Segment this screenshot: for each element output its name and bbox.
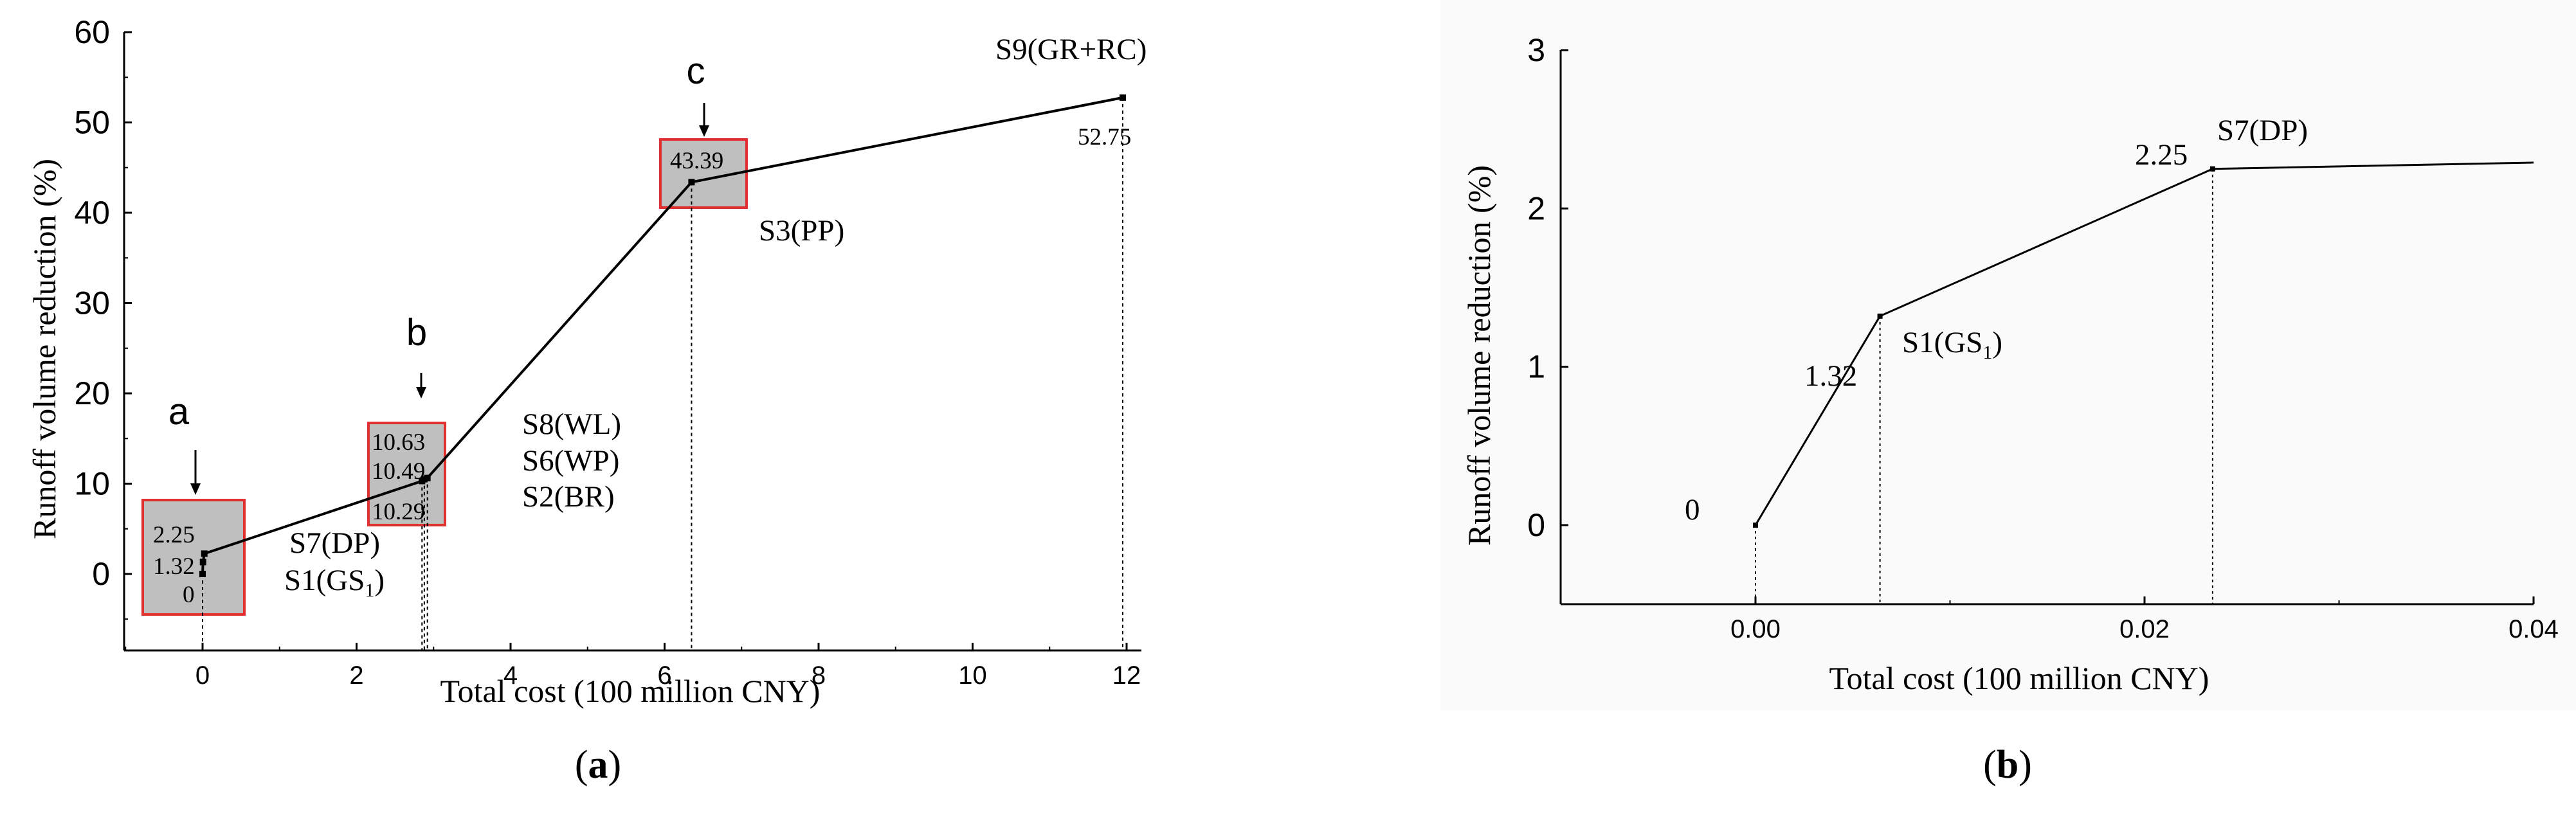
scenario-label-b-s1-close: ) (1992, 326, 2002, 359)
x-axis-title-a: Total cost (100 million CNY) (440, 673, 821, 709)
data-point-b (1753, 523, 1758, 528)
value-label-43-39: 43.39 (670, 148, 723, 174)
x-tick-label-a: 6 (657, 661, 671, 690)
data-point-a (199, 559, 206, 566)
value-label-52-75: 52.75 (1078, 124, 1131, 150)
value-label-b-2-25: 2.25 (2135, 138, 2188, 172)
y-tick-label-a: 60 (74, 14, 110, 50)
y-tick-label-a: 0 (92, 556, 110, 592)
value-label-b-0: 0 (1685, 493, 1700, 526)
data-point-b (1877, 313, 1883, 319)
panel-b-axes: 0 1 2 3 0.00 0.02 0.04 (1527, 32, 2559, 643)
y-tick-label-b: 1 (1527, 349, 1545, 385)
value-label-10-49: 10.49 (372, 458, 425, 485)
scenario-label-b-s1-main: S1(GS (1902, 326, 1982, 359)
y-tick-label-b: 0 (1527, 507, 1545, 543)
callout-a: a (168, 391, 190, 433)
x-tick-label-a: 2 (349, 661, 363, 690)
scenario-label-s3: S3(PP) (759, 214, 844, 247)
y-tick-label-a: 40 (74, 195, 110, 231)
panel-label-a: (a) (575, 743, 621, 787)
panel-b-series (1753, 161, 2534, 528)
callout-a-arrowhead (190, 483, 201, 495)
y-tick-label-a: 50 (74, 105, 110, 141)
callout-c: c (687, 50, 705, 92)
value-label-10-63: 10.63 (372, 429, 425, 456)
scenario-label-s1-close: ) (374, 564, 385, 597)
x-axis-title-b: Total cost (100 million CNY) (1829, 660, 2209, 696)
callout-b: b (406, 312, 427, 354)
panel-b-guides (1755, 168, 2213, 604)
x-tick-label-a: 12 (1112, 661, 1141, 690)
scenario-label-b-s1: S1(GS1) (1902, 326, 2002, 363)
scenario-label-b-s1-sub: 1 (1982, 342, 1992, 363)
value-label-0: 0 (183, 582, 195, 608)
x-tick-label-a: 8 (812, 661, 826, 690)
y-axis-title-b: Runoff volume reduction (%) (1461, 165, 1497, 546)
y-axis-title-a: Runoff volume reduction (%) (26, 159, 62, 539)
data-point-a (201, 550, 208, 557)
y-tick-label-a: 20 (74, 375, 110, 411)
scenario-label-s1-main: S1(GS (284, 564, 365, 597)
scenario-label-s1: S1(GS1) (284, 564, 385, 601)
y-tick-label-b: 2 (1527, 190, 1545, 226)
scenario-label-s6: S6(WP) (522, 444, 619, 478)
x-tick-label-a: 4 (503, 661, 518, 690)
y-tick-label-a: 30 (74, 285, 110, 321)
x-tick-label-b: 0.04 (2508, 615, 2559, 643)
panel-a-guides (202, 97, 1124, 650)
panel-label-b: (b) (1983, 743, 2032, 787)
data-point-a (1120, 94, 1127, 101)
scenario-label-s7: S7(DP) (289, 526, 380, 560)
scenario-label-s2: S2(BR) (522, 480, 615, 514)
highlight-box-a (141, 499, 246, 616)
panel-b-background (1440, 0, 2576, 710)
callout-c-arrowhead (699, 125, 709, 137)
callout-b-arrowhead (416, 387, 426, 399)
scenario-label-b-s7: S7(DP) (2217, 114, 2308, 147)
data-point-b (2209, 166, 2215, 172)
series-line-b (1754, 161, 2534, 526)
data-point-a (688, 179, 695, 186)
y-tick-label-b: 3 (1527, 32, 1545, 68)
panel-a-chart: 0 10 20 30 40 50 60 0 2 4 6 8 10 12 2.25 1.32 0 10.63… (26, 14, 1147, 709)
panel-a-series (199, 94, 1127, 577)
scenario-label-s1-sub: 1 (365, 580, 374, 601)
x-tick-label-a: 0 (195, 661, 210, 690)
value-label-2-25: 2.25 (153, 522, 195, 548)
x-tick-label-b: 0.00 (1730, 615, 1781, 643)
data-point-a (199, 571, 206, 577)
y-tick-label-a: 10 (74, 466, 110, 502)
scenario-label-s9: S9(GR+RC) (995, 33, 1147, 66)
panel-label-a-letter: a (588, 743, 608, 787)
value-label-10-29: 10.29 (372, 499, 425, 525)
data-point-a (424, 474, 431, 481)
x-tick-label-b: 0.02 (2119, 615, 2170, 643)
scenario-label-s8: S8(WL) (522, 408, 621, 441)
panel-label-b-letter: b (1997, 743, 2018, 787)
value-label-1-32: 1.32 (153, 553, 195, 580)
x-tick-label-a: 10 (958, 661, 987, 690)
value-label-b-1-32: 1.32 (1804, 359, 1857, 393)
